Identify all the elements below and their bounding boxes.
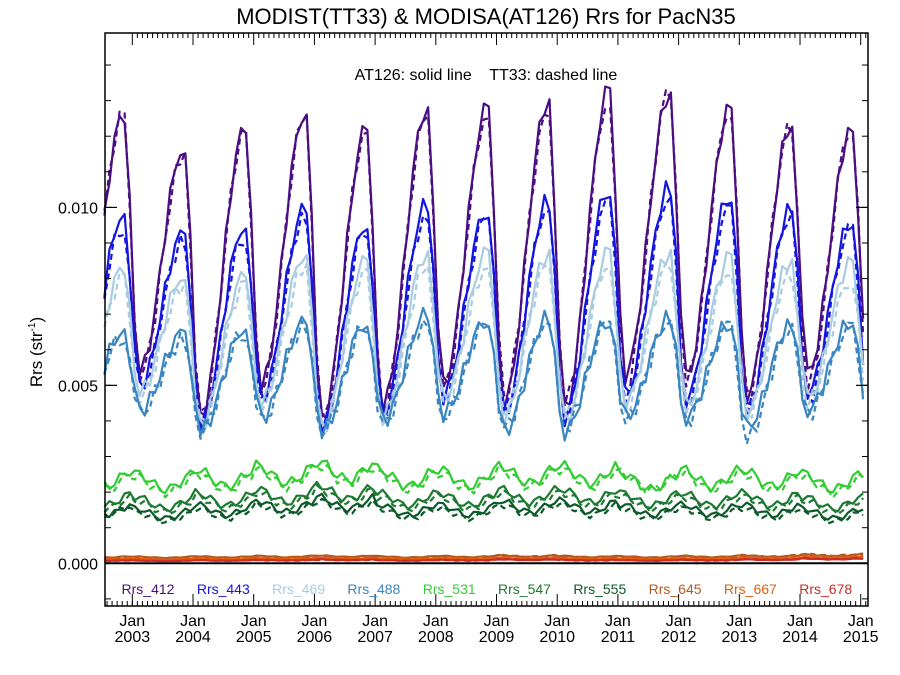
legend-item-rrs-412: Rrs_412 bbox=[122, 581, 175, 597]
plot-frame bbox=[104, 32, 869, 607]
y-tick-label: 0.000 bbox=[58, 556, 98, 573]
x-tick-label-month: Jan bbox=[726, 613, 752, 630]
legend: Rrs_412 Rrs_443 Rrs_469 Rrs_488 Rrs_531 Rrs_5… bbox=[122, 581, 853, 597]
x-tick-label-month: Jan bbox=[484, 613, 510, 630]
x-tick-label-month: Jan bbox=[362, 613, 388, 630]
series-line-rrs-555-dashed bbox=[103, 497, 864, 525]
series-line-rrs-555-solid bbox=[104, 492, 864, 522]
x-tick-label-month: Jan bbox=[119, 613, 145, 630]
x-tick-label-year: 2014 bbox=[782, 629, 818, 646]
x-tick-label-month: Jan bbox=[848, 613, 874, 630]
series-line-rrs-645-dashed bbox=[104, 552, 864, 560]
legend-item-rrs-531: Rrs_531 bbox=[423, 581, 476, 597]
x-tick-label-month: Jan bbox=[787, 613, 813, 630]
legend-item-rrs-667: Rrs_667 bbox=[724, 581, 777, 597]
y-axis-label-main: Rrs (str bbox=[27, 331, 46, 387]
legend-item-rrs-547: Rrs_547 bbox=[498, 581, 551, 597]
legend-item-rrs-488: Rrs_488 bbox=[347, 581, 400, 597]
x-tick-label-year: 2010 bbox=[539, 629, 575, 646]
series-line-rrs-412-dashed bbox=[103, 89, 865, 418]
x-tick-label-year: 2006 bbox=[297, 629, 333, 646]
x-tick-label-year: 2011 bbox=[601, 629, 636, 646]
x-tick-label-year: 2012 bbox=[661, 629, 697, 646]
y-tick-label: 0.005 bbox=[58, 378, 98, 395]
chart-title: MODIST(TT33) & MODISA(AT126) Rrs for Pac… bbox=[236, 4, 736, 29]
x-tick-label-year: 2008 bbox=[418, 629, 454, 646]
x-tick-label-month: Jan bbox=[241, 613, 267, 630]
legend-item-rrs-678: Rrs_678 bbox=[799, 581, 852, 597]
x-tick-label-year: 2005 bbox=[236, 629, 272, 646]
x-tick-label-month: Jan bbox=[666, 613, 692, 630]
y-axis-label-end: ) bbox=[27, 317, 46, 323]
series-line-rrs-547-solid bbox=[103, 480, 864, 513]
legend-item-rrs-645: Rrs_645 bbox=[649, 581, 702, 597]
series-line-rrs-488-dashed bbox=[103, 318, 865, 446]
series-lines bbox=[103, 85, 865, 563]
x-tick-label-year: 2013 bbox=[722, 629, 758, 646]
x-tick-label-month: Jan bbox=[605, 613, 631, 630]
series-line-rrs-412-solid bbox=[103, 85, 865, 421]
x-tick-label-month: Jan bbox=[544, 613, 570, 630]
x-tick-label-year: 2003 bbox=[115, 629, 151, 646]
x-tick-label-year: 2004 bbox=[175, 629, 211, 646]
x-tick-label-month: Jan bbox=[302, 613, 328, 630]
y-tick-label: 0.010 bbox=[58, 200, 98, 217]
series-line-rrs-443-dashed bbox=[103, 195, 865, 434]
x-tick-label-month: Jan bbox=[423, 613, 449, 630]
legend-item-rrs-555: Rrs_555 bbox=[573, 581, 626, 597]
y-axis-label: Rrs (str-1) bbox=[27, 317, 46, 387]
series-line-rrs-531-dashed bbox=[104, 463, 864, 499]
y-axis-label-exponent: -1 bbox=[27, 322, 38, 331]
x-tick-label-month: Jan bbox=[180, 613, 206, 630]
x-tick-label-year: 2009 bbox=[479, 629, 515, 646]
legend-item-rrs-443: Rrs_443 bbox=[197, 581, 250, 597]
series-line-rrs-469-dashed bbox=[103, 261, 865, 426]
legend-item-rrs-469: Rrs_469 bbox=[272, 581, 325, 597]
x-tick-label-year: 2007 bbox=[357, 629, 393, 646]
axis-ticks: 0.0000.0050.010Jan2003Jan2004Jan2005Jan2… bbox=[58, 33, 879, 646]
chart-annotation: AT126: solid line TT33: dashed line bbox=[355, 67, 618, 84]
series-line-rrs-547-dashed bbox=[103, 484, 864, 516]
x-tick-label-year: 2015 bbox=[843, 629, 879, 646]
series-line-rrs-678-dashed bbox=[104, 556, 864, 563]
series-line-rrs-488-solid bbox=[103, 306, 865, 442]
